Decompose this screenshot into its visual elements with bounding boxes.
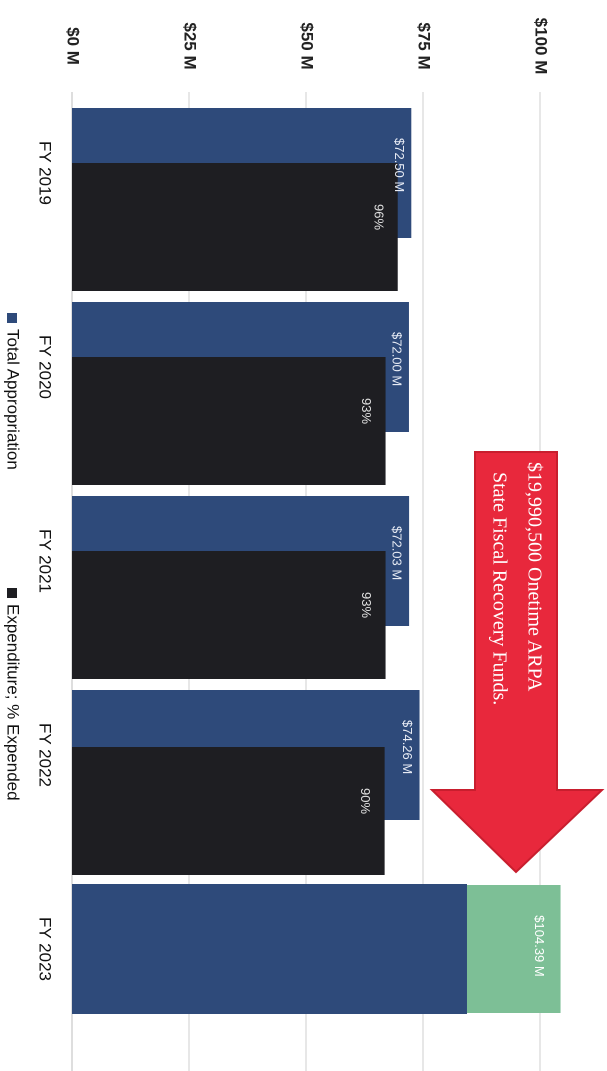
y-tick-label: $50 M — [298, 22, 317, 69]
category-label: FY 2021 — [36, 529, 55, 593]
data-label-appropriation: $72.50 M — [392, 138, 407, 192]
y-tick-label: $25 M — [181, 22, 200, 69]
callout-text-line-1: $19,990,500 Onetime ARPA — [523, 462, 545, 692]
labels: $0 M $25 M $50 M $75 M $100 M $72.50 M 96% FY 2… — [36, 18, 551, 981]
legend-swatch-expenditure — [7, 588, 17, 598]
data-label-expended: 96% — [371, 204, 386, 230]
category-label: FY 2023 — [36, 917, 55, 981]
callout-arrow — [429, 451, 605, 874]
y-tick-label: $100 M — [532, 18, 551, 75]
category-label: FY 2019 — [36, 141, 55, 205]
data-label-appropriation: $72.03 M — [390, 526, 405, 580]
data-label-expended: 93% — [359, 592, 374, 618]
y-tick-label: $0 M — [64, 27, 83, 65]
bar-arpa-funds — [466, 885, 561, 1013]
legend-swatch-appropriation — [7, 313, 17, 323]
bar-expenditure — [72, 163, 398, 291]
bar-expenditure — [72, 551, 386, 679]
data-label-fy2023-total: $104.39 M — [532, 915, 547, 976]
bar-expenditure — [72, 747, 385, 875]
data-label-expended: 90% — [358, 788, 373, 814]
bars — [72, 108, 561, 1014]
annotation: $19,990,500 Onetime ARPA State Fiscal Rec… — [429, 451, 605, 874]
data-label-expended: 93% — [359, 398, 374, 424]
category-label: FY 2020 — [36, 335, 55, 399]
bar-expenditure — [72, 357, 386, 485]
legend: Total Appropriation Expenditure; % Expend… — [4, 313, 23, 801]
callout-text-line-2: State Fiscal Recovery Funds. — [488, 472, 510, 705]
category-label: FY 2022 — [36, 723, 55, 787]
legend-label-expenditure: Expenditure; % Expended — [4, 604, 23, 801]
bar-total-appropriation — [72, 884, 467, 1014]
y-tick-label: $75 M — [415, 22, 434, 69]
data-label-appropriation: $72.00 M — [390, 332, 405, 386]
legend-label-appropriation: Total Appropriation — [4, 329, 23, 470]
data-label-appropriation: $74.26 M — [400, 720, 415, 774]
